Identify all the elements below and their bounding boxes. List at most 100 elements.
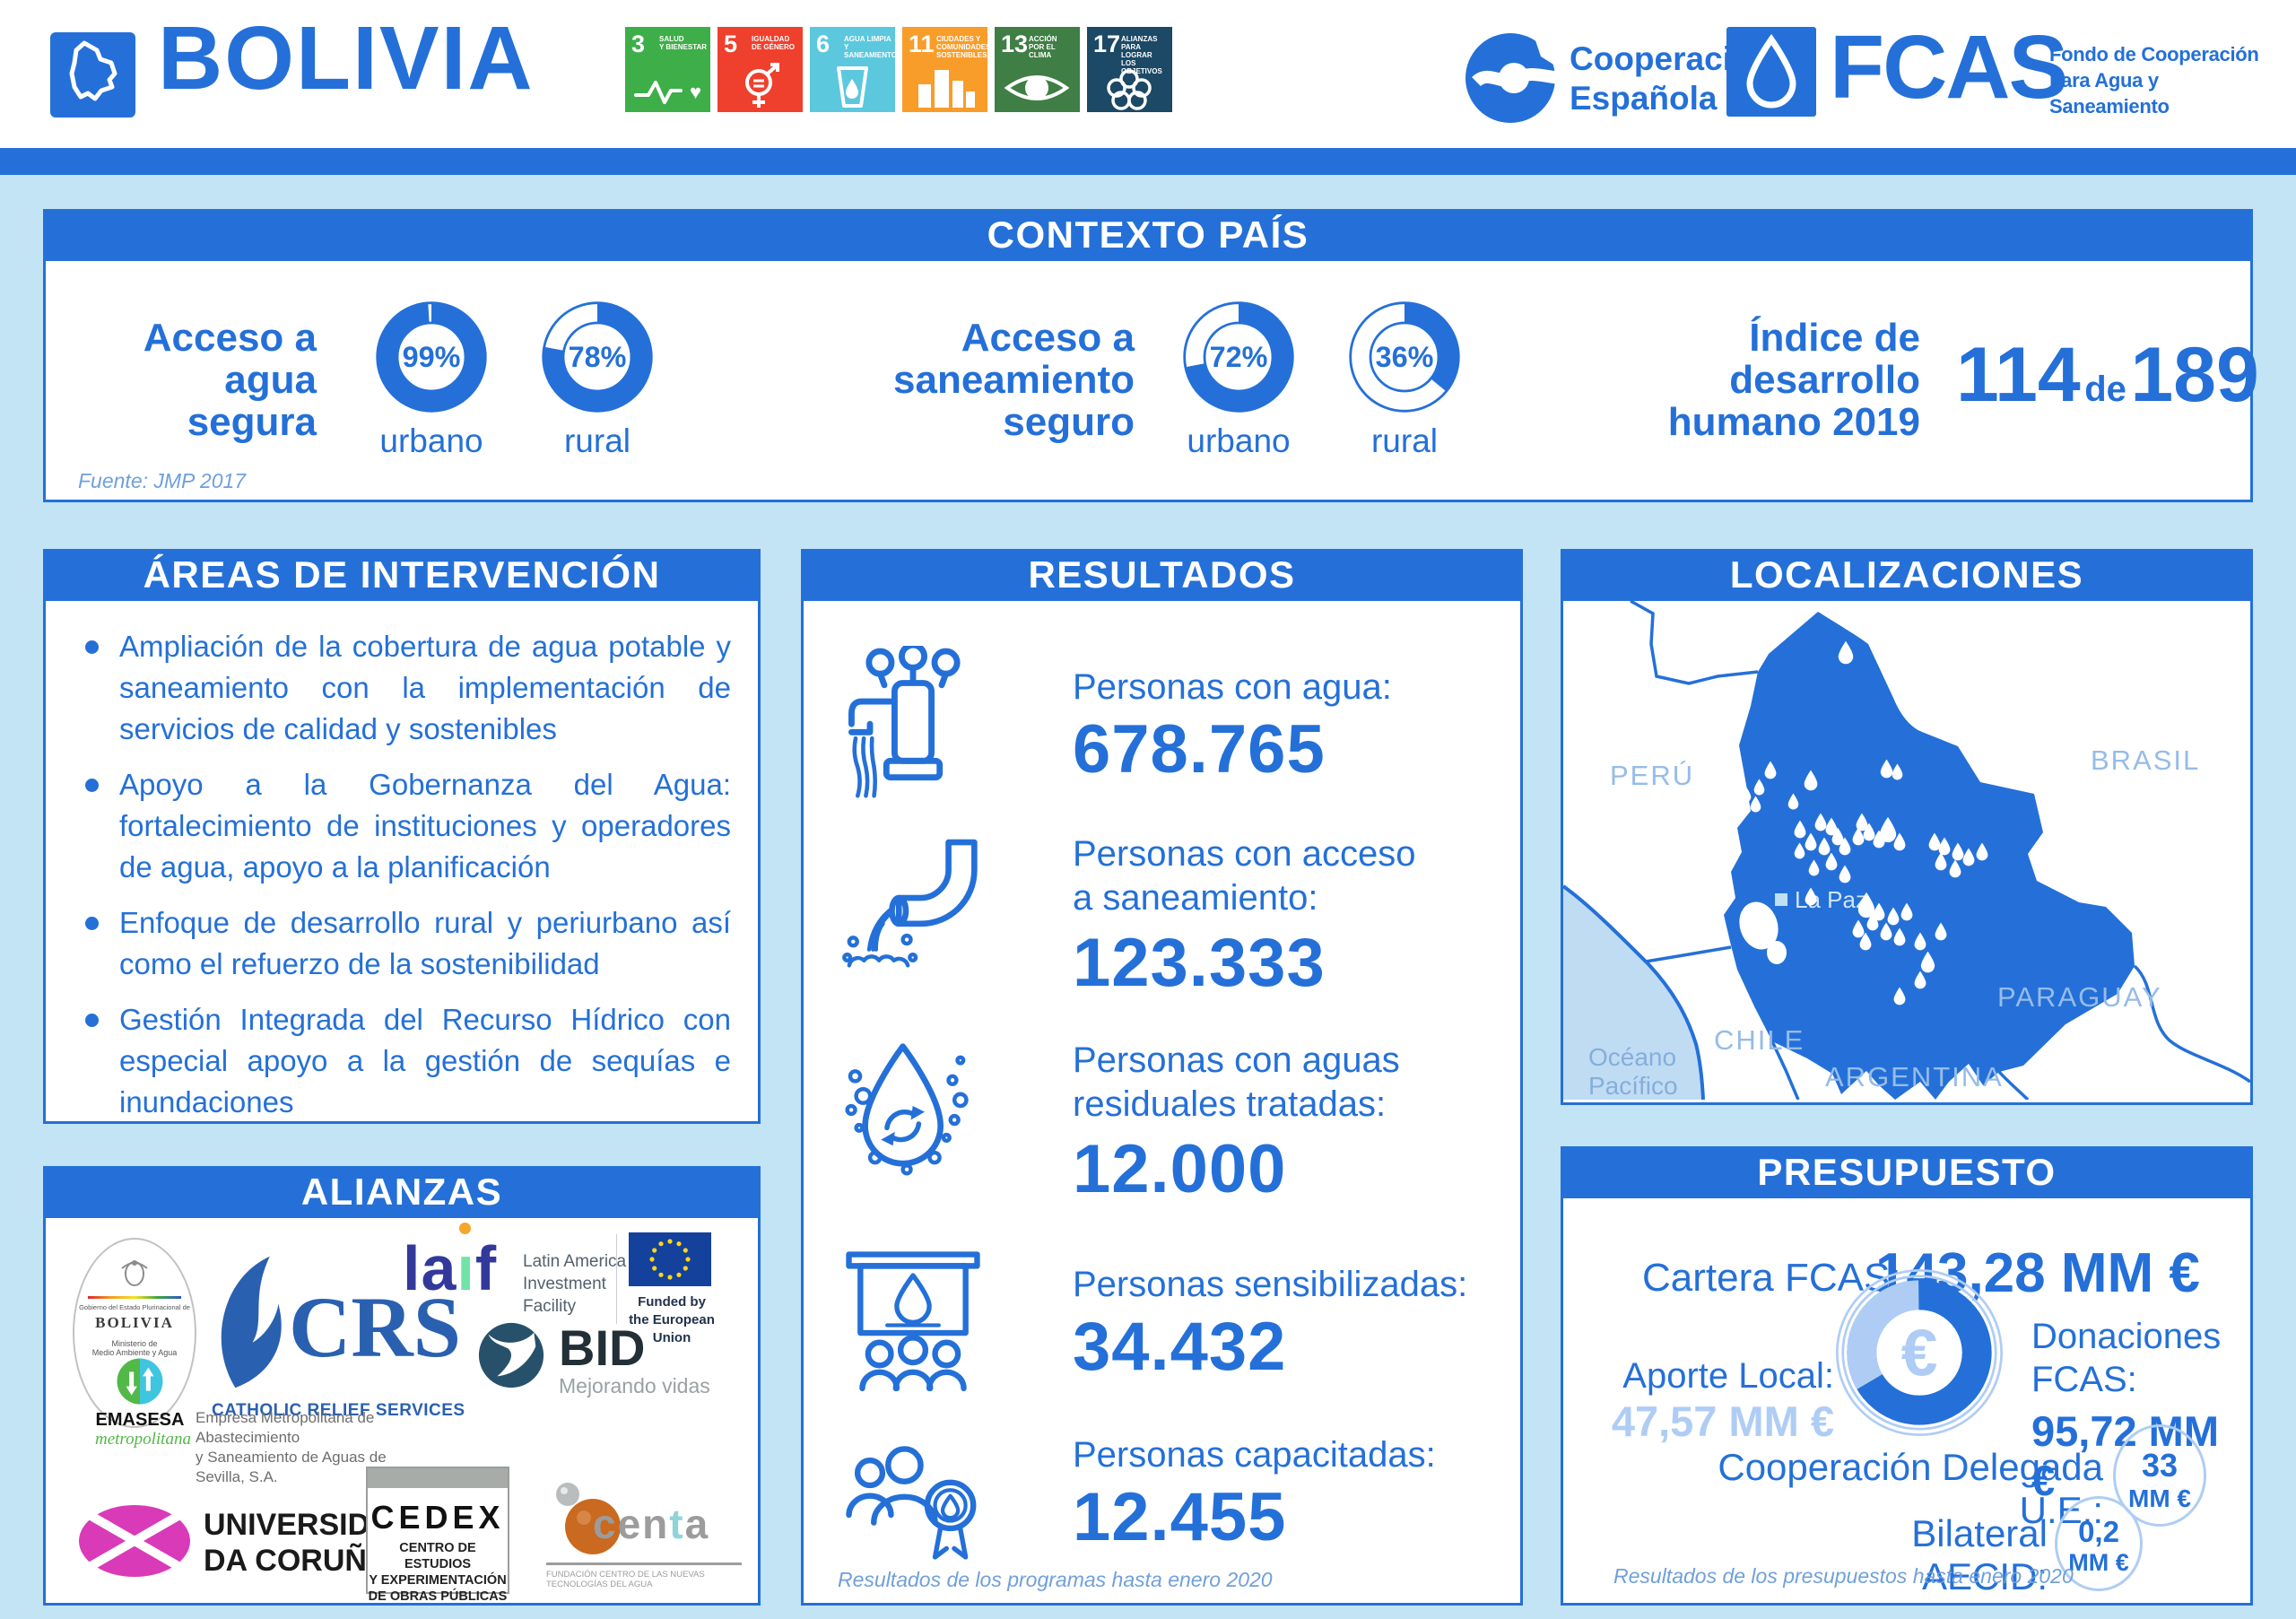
result-value: 678.765 xyxy=(1073,711,1326,788)
emasesa-caption: Empresa Metropolitana de Abastecimiento … xyxy=(196,1409,387,1485)
bolivia-map-icon xyxy=(50,32,135,118)
emasesa-logo: EMASESA metropolitana Empresa Metropolit… xyxy=(95,1353,436,1485)
contexto-pais-body: Acceso a agua segura 99% urbano 78% rura xyxy=(46,261,2259,500)
centa-name: centa xyxy=(593,1501,710,1547)
laif-logo: laıf Latin America Investment Facility F… xyxy=(403,1225,726,1360)
cedex-logo: CEDEX CENTRO DE ESTUDIOS Y EXPERIMENTACI… xyxy=(366,1467,509,1604)
map-label-chile: CHILE xyxy=(1714,1024,1805,1056)
result-label: Personas sensibilizadas: xyxy=(1073,1265,1468,1304)
presupuesto-panel: PRESUPUESTO Cartera FCAS: 143,28 MM € € … xyxy=(1561,1146,2253,1606)
areas-body: Ampliación de la cobertura de agua potab… xyxy=(46,601,758,1121)
idh-rank: 114 xyxy=(1956,332,2081,418)
aecid-unit: MM € xyxy=(2068,1549,2129,1576)
header-divider-bar xyxy=(0,148,2296,175)
result-label: Personas con acceso a saneamiento: xyxy=(1073,834,1416,918)
sdg-5-icon: 5 IGUALDAD DE GÉNERO xyxy=(718,27,803,112)
donut-saneamiento-rural: 36% rural xyxy=(1344,297,1465,460)
resultados-footnote: Resultados de los programas hasta enero … xyxy=(838,1568,1273,1591)
ue-value: 33 xyxy=(2141,1447,2179,1484)
emasesa-name: EMASESA xyxy=(95,1410,185,1430)
donut-caption: rural xyxy=(563,422,631,459)
alianzas-body: Gobierno del Estado Plurinacional de BOL… xyxy=(46,1218,758,1604)
donut-caption: urbano xyxy=(1187,422,1291,459)
fcas-drop-icon xyxy=(1726,27,1816,117)
localizaciones-panel: LOCALIZACIONES xyxy=(1561,549,2253,1105)
crs-acronym: CRS xyxy=(289,1279,462,1375)
map-label-peru: PERÚ xyxy=(1610,760,1694,791)
ue-unit: MM € xyxy=(2128,1484,2191,1512)
cartera-label: Cartera FCAS: xyxy=(1642,1256,1901,1300)
fcas-acronym: FCAS xyxy=(1830,17,2068,118)
budget-donut-chart: € xyxy=(1821,1254,2018,1451)
sdg-3-icon: 3 SALUD Y BIENESTAR ♥ xyxy=(625,27,710,112)
result-value: 12.000 xyxy=(1073,1131,1287,1207)
resultados-body: Personas con agua: 678.765 Personas con … xyxy=(804,601,1520,1603)
emasesa-script: metropolitana xyxy=(95,1430,191,1449)
result-value: 123.333 xyxy=(1073,925,1326,1001)
ministry-line1: Gobierno del Estado Plurinacional de xyxy=(79,1303,190,1311)
donut-caption: urbano xyxy=(379,422,483,459)
area-item: Apoyo a la Gobernanza del Agua: fortalec… xyxy=(80,764,731,888)
area-item: Gestión Integrada del Recurso Hídrico co… xyxy=(80,999,731,1123)
aporte-label: Aporte Local: xyxy=(1622,1356,1834,1396)
sdg-17-icon: 17 ALIANZAS PARA LOGRAR LOS OBJETIVOS xyxy=(1087,27,1172,112)
sdg-13-icon: 13 ACCIÓN POR EL CLIMA xyxy=(995,27,1080,112)
idh-de: de xyxy=(2084,370,2126,409)
result-value: 12.455 xyxy=(1073,1479,1287,1555)
acceso-saneamiento-label: Acceso a saneamiento seguro xyxy=(893,316,1135,444)
bid-logo: BID Mejorando vidas xyxy=(476,1319,736,1404)
presupuesto-body: Cartera FCAS: 143,28 MM € € Aporte Local… xyxy=(1563,1198,2250,1603)
contexto-pais-panel: CONTEXTO PAÍS Acceso a agua segura 99% u… xyxy=(43,209,2259,502)
svg-text:€: € xyxy=(1901,1317,1938,1390)
donut-caption: rural xyxy=(1370,422,1439,459)
map-label-argentina: ARGENTINA xyxy=(1825,1061,2004,1092)
eu-flag-icon xyxy=(629,1232,711,1286)
resultados-panel: RESULTADOS Personas con agua: 678.765 xyxy=(801,549,1523,1606)
map-label-oceano: Océano xyxy=(1588,1043,1676,1071)
bid-acronym: BID xyxy=(559,1319,646,1376)
crs-logo: CRS CATHOLIC RELIEF SERVICES xyxy=(212,1252,465,1436)
faucet-icon xyxy=(841,641,985,825)
area-item: Enfoque de desarrollo rural y periurbano… xyxy=(80,902,731,985)
ministry-line3: Medio Ambiente y Agua xyxy=(91,1348,178,1357)
ue-amount-circle: 33 MM € xyxy=(2113,1424,2206,1527)
svg-text:♥: ♥ xyxy=(690,81,701,103)
presentation-icon xyxy=(841,1249,985,1406)
centa-logo: centa FUNDACIÓN CENTRO DE LAS NUEVAS TEC… xyxy=(546,1478,744,1595)
alianzas-title: ALIANZAS xyxy=(43,1166,761,1218)
donut-saneamiento-urbano: 72% urbano xyxy=(1178,297,1299,460)
fuente-note: Fuente: JMP 2017 xyxy=(78,469,247,492)
centa-caption: FUNDACIÓN CENTRO DE LAS NUEVAS TECNOLOGÍ… xyxy=(546,1570,705,1589)
idh-value: 114 de 189 xyxy=(1956,331,2259,420)
result-label: Personas con aguas residuales tratadas: xyxy=(1073,1040,1400,1124)
resultados-title: RESULTADOS xyxy=(801,549,1523,601)
bolivia-ministry-logo: Gobierno del Estado Plurinacional de BOL… xyxy=(73,1238,196,1428)
udc-logo: UNIVERSIDADE DA CORUÑA xyxy=(76,1496,434,1586)
result-value: 34.432 xyxy=(1073,1309,1287,1385)
presupuesto-footnote: Resultados de los presupuestos hasta ene… xyxy=(1613,1564,2074,1588)
areas-list: Ampliación de la cobertura de agua potab… xyxy=(80,626,731,1137)
acceso-agua-label: Acceso a agua segura xyxy=(143,316,317,444)
contexto-pais-title: CONTEXTO PAÍS xyxy=(43,209,2253,261)
donut-agua-urbano: 99% urbano xyxy=(371,297,491,460)
result-label: Personas con agua: xyxy=(1073,667,1392,707)
sdg-6-icon: 6 AGUA LIMPIA Y SANEAMIENTO xyxy=(810,27,897,112)
aporte-value: 47,57 MM € xyxy=(1611,1397,1834,1445)
water-recycle-icon xyxy=(841,1040,985,1194)
pipe-icon xyxy=(841,836,985,1000)
ministry-name: BOLIVIA xyxy=(95,1314,174,1331)
svg-text:78%: 78% xyxy=(569,341,627,373)
svg-text:99%: 99% xyxy=(403,341,461,373)
bolivia-country-shape xyxy=(1724,612,2135,1100)
map-label-brasil: BRASIL xyxy=(2091,744,2200,776)
cedex-caption: CENTRO DE ESTUDIOS Y EXPERIMENTACIÓN DE … xyxy=(368,1541,508,1604)
result-label: Personas capacitadas: xyxy=(1073,1435,1436,1475)
areas-panel: ÁREAS DE INTERVENCIÓN Ampliación de la c… xyxy=(43,549,761,1124)
aecid-value: 0,2 xyxy=(2078,1515,2119,1548)
la-paz-marker xyxy=(1775,893,1787,906)
aecid-label: Bilateral AECID: xyxy=(1911,1512,2048,1597)
svg-text:72%: 72% xyxy=(1210,341,1268,373)
donut-agua-rural: 78% rural xyxy=(537,297,657,460)
ministry-line2: Ministerio de xyxy=(111,1339,158,1348)
